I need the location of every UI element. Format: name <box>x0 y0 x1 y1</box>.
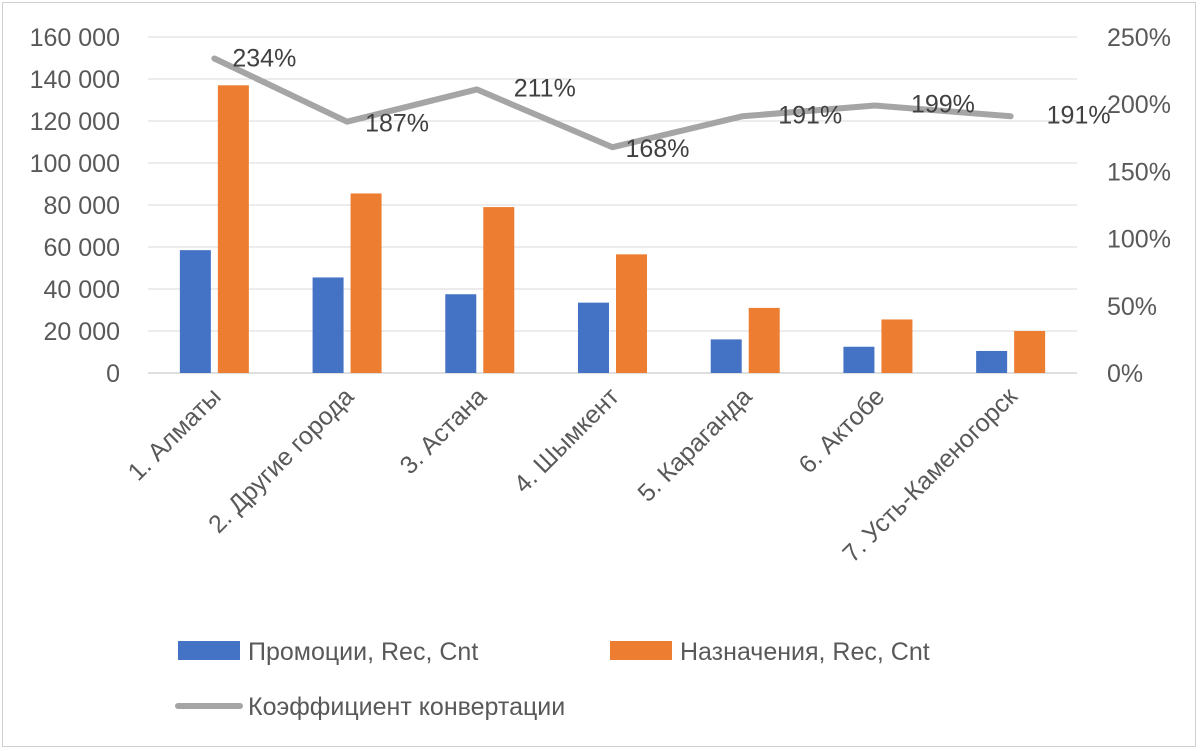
right-tick-label: 200% <box>1107 91 1171 119</box>
legend-label: Коэффициент конвертации <box>248 693 565 721</box>
right-tick-label: 50% <box>1107 293 1157 321</box>
left-tick-label: 80 000 <box>44 192 120 220</box>
left-axis-tick-labels: 0 20 000 40 000 60 000 80 000 100 000 120 000 1… <box>30 24 120 388</box>
legend-label: Промоции, Rec, Cnt <box>248 638 478 666</box>
x-tick-label: 5. Караганда <box>632 382 757 507</box>
bar-series <box>179 85 1046 374</box>
legend: Промоции, Rec, Cnt Назначения, Rec, Cnt Ко… <box>175 638 930 721</box>
bar <box>312 277 344 373</box>
legend-label: Назначения, Rec, Cnt <box>680 638 930 666</box>
left-tick-label: 40 000 <box>44 276 120 304</box>
left-tick-label: 60 000 <box>44 234 120 262</box>
data-label: 211% <box>514 74 576 102</box>
data-label: 191% <box>1047 101 1111 129</box>
left-tick-label: 100 000 <box>30 150 120 178</box>
right-tick-label: 150% <box>1107 158 1171 186</box>
data-label: 199% <box>911 91 975 119</box>
x-tick-label: 3. Астана <box>395 382 492 479</box>
bar <box>976 350 1008 373</box>
bar <box>445 294 477 373</box>
bar <box>1014 331 1046 373</box>
bar <box>217 85 249 374</box>
bar <box>578 302 609 373</box>
x-tick-label: 4. Шымкент <box>509 382 626 499</box>
gridlines <box>148 36 1077 374</box>
x-tick-label: 6. Актобе <box>793 382 890 479</box>
left-tick-label: 140 000 <box>30 66 120 94</box>
conversion-line <box>211 55 1014 151</box>
line-data-labels: 234% 187% 211% 168% 191% 199% 191% <box>232 45 1110 164</box>
bar <box>748 307 780 373</box>
x-tick-label: 1. Алматы <box>123 382 227 486</box>
left-tick-label: 0 <box>106 360 120 388</box>
bar <box>881 319 913 373</box>
bar <box>616 254 647 373</box>
left-tick-label: 160 000 <box>30 24 120 52</box>
x-tick-label: 2. Другие города <box>203 382 359 538</box>
data-label: 187% <box>365 110 429 138</box>
left-tick-label: 20 000 <box>44 318 120 346</box>
bar <box>843 346 875 373</box>
left-tick-label: 120 000 <box>30 108 120 136</box>
bar <box>179 250 211 373</box>
right-tick-label: 250% <box>1107 24 1171 52</box>
data-label: 168% <box>626 135 690 163</box>
legend-swatch <box>178 641 240 660</box>
data-label: 234% <box>232 45 296 73</box>
data-label: 191% <box>778 101 842 129</box>
right-axis-tick-labels: 0% 50% 100% 150% 200% 250% <box>1107 24 1171 388</box>
bar <box>710 339 742 373</box>
right-tick-label: 0% <box>1107 360 1143 388</box>
bar <box>350 193 382 373</box>
bar <box>483 207 515 373</box>
legend-swatch <box>610 641 672 660</box>
right-tick-label: 100% <box>1107 226 1171 254</box>
line-series <box>211 55 1014 151</box>
